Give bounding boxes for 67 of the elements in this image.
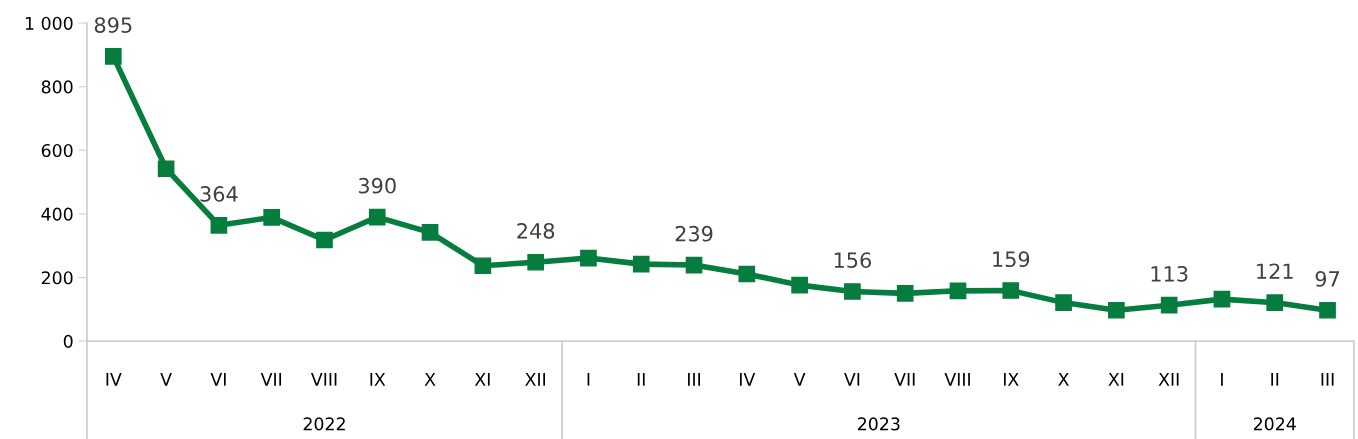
data-label: 239 [675, 225, 713, 242]
point [791, 276, 808, 294]
x-tick-label: III [688, 372, 700, 386]
data-label: 113 [1151, 265, 1188, 282]
point [632, 255, 650, 273]
x-tick-label: VI [844, 372, 860, 386]
x-tick-label: XI [1108, 372, 1124, 386]
data-label: 390 [358, 177, 396, 194]
x-tick-label: V [160, 372, 172, 386]
x-tick-label: IV [740, 372, 756, 386]
point [844, 283, 861, 300]
point [527, 253, 544, 271]
x-tick-label: VIII [310, 372, 337, 386]
data-label: 159 [993, 251, 1030, 268]
point [580, 249, 597, 267]
x-tick-label: VIII [944, 372, 970, 386]
data-label: 895 [94, 17, 132, 33]
point [738, 265, 756, 283]
point [896, 285, 914, 302]
point [1108, 301, 1125, 319]
x-tick-label: IX [1003, 372, 1019, 386]
data-label: 364 [200, 186, 238, 202]
text: 2024 [1253, 417, 1296, 431]
x-tick-label: XII [525, 372, 546, 386]
point [1160, 296, 1178, 314]
point [263, 209, 281, 226]
x-tick-label: X [424, 372, 436, 386]
x-tick-label: I [1221, 372, 1223, 386]
point [316, 231, 333, 249]
point [104, 48, 122, 65]
point [1213, 290, 1231, 308]
y-tick-label: 0 [63, 334, 73, 348]
point [474, 257, 492, 275]
x-tick-label: II [637, 372, 645, 386]
x-tick-label: VII [894, 372, 915, 386]
point [210, 216, 228, 234]
point [949, 282, 967, 300]
point [1266, 294, 1284, 311]
x-tick-label: VI [210, 372, 226, 386]
x-tick-label: XI [474, 372, 490, 386]
data-label: 156 [834, 252, 871, 269]
y-tick-label: 200 [41, 271, 73, 285]
text: 2022 [303, 417, 345, 431]
y-tick-label: 400 [41, 207, 73, 221]
y-tick-label: 800 [41, 80, 73, 94]
y-tick-label: 600 [41, 143, 73, 158]
x-tick-label: V [793, 372, 806, 386]
data-label: 121 [1257, 263, 1293, 279]
point [1002, 282, 1020, 299]
x-tick-label: IV [106, 372, 122, 386]
data-label: 97 [1315, 271, 1339, 287]
data-label: 248 [517, 222, 555, 239]
text: 2023 [857, 417, 900, 431]
y-tick-label: 1 000 [25, 16, 73, 30]
point [157, 160, 175, 178]
point [685, 256, 703, 274]
x-tick-label: I [587, 372, 590, 386]
point [421, 223, 439, 241]
x-tick-label: VII [260, 372, 282, 386]
point [368, 208, 386, 226]
x-tick-label: IX [370, 372, 386, 386]
point [1055, 294, 1072, 311]
x-tick-label: X [1058, 372, 1069, 386]
x-tick-label: XII [1158, 372, 1179, 386]
x-tick-label: II [1271, 372, 1279, 386]
point [1319, 301, 1336, 319]
x-tick-label: III [1321, 372, 1334, 386]
